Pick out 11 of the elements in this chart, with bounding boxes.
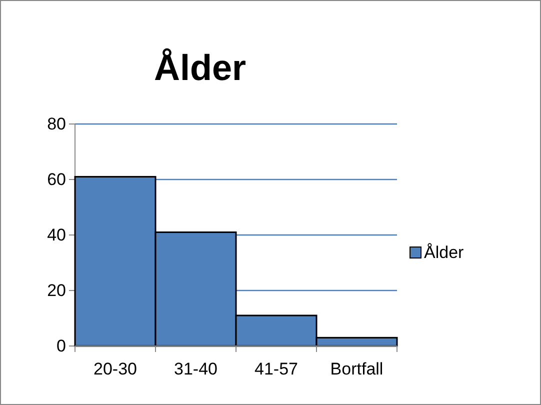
x-tick-label: 31-40 [174, 360, 218, 378]
y-tick-label: 20 [47, 280, 66, 300]
y-tick-label: 80 [47, 114, 66, 134]
y-tick-label: 60 [47, 170, 66, 189]
chart-title: Ålder [154, 47, 246, 88]
x-tick-label: Bortfall [330, 360, 384, 378]
y-tick-label: 40 [47, 225, 66, 244]
x-tick-label: 20-30 [94, 360, 137, 378]
x-tick-label: 41-57 [254, 360, 298, 378]
y-tick-label: 0 [56, 336, 66, 356]
legend-label: Ålder [424, 243, 464, 262]
